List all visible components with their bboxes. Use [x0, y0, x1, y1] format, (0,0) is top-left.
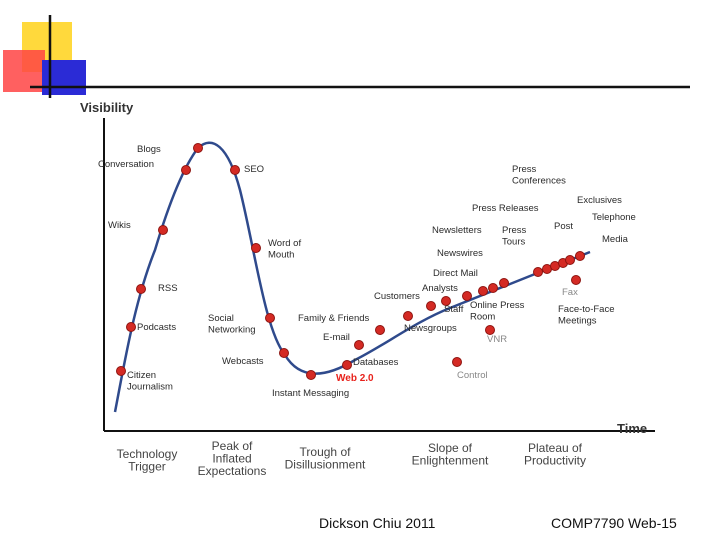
technology-dots [116, 143, 585, 380]
x-axis-label: Time [617, 421, 647, 436]
dot-telephone [565, 255, 575, 265]
phase-label-2: Peak of Inflated Expectations [198, 439, 267, 478]
label-press-tours: Press Tours [502, 225, 527, 248]
dot-social-networking [265, 313, 275, 323]
label-databases: Databases [353, 357, 399, 368]
label-press-conferences: Press Conferences [512, 164, 566, 187]
label-web20: Web 2.0 [336, 373, 374, 384]
dot-newsgroups [403, 311, 413, 321]
dot-webcasts [279, 348, 289, 358]
y-axis-label: Visibility [80, 100, 134, 115]
label-analysts: Analysts [422, 283, 458, 294]
dot-staff [441, 296, 451, 306]
red-square [3, 50, 45, 92]
label-word-of-mouth: Word of Mouth [268, 238, 301, 261]
label-newsgroups: Newsgroups [404, 323, 457, 334]
axes: Visibility Time [80, 100, 655, 436]
label-press-releases: Press Releases [472, 203, 539, 214]
label-webcasts: Webcasts [222, 356, 264, 367]
footer-author: Dickson Chiu 2011 [319, 515, 436, 531]
dot-word-of-mouth [251, 243, 261, 253]
dot-analysts [462, 291, 472, 301]
dot-databases [342, 360, 352, 370]
label-face-to-face: Face-to-Face Meetings [558, 304, 615, 327]
dot-seo [230, 165, 240, 175]
technology-labels: Blogs Conversation SEO Wikis Word of Mouth RSS… [98, 144, 636, 399]
dot-customers [426, 301, 436, 311]
label-instant-messaging: Instant Messaging [272, 388, 349, 399]
label-conversation: Conversation [98, 159, 154, 170]
label-fax: Fax [562, 287, 578, 298]
dot-family-friends [375, 325, 385, 335]
dot-conversation [181, 165, 191, 175]
phase-label-1: Technology Trigger [117, 447, 178, 474]
label-control: Control [457, 370, 488, 381]
label-wikis: Wikis [108, 220, 131, 231]
dot-blogs [193, 143, 203, 153]
phase-labels: Technology Trigger Peak of Inflated Expectat… [117, 439, 586, 478]
label-direct-mail: Direct Mail [433, 268, 478, 279]
label-exclusives: Exclusives [577, 195, 622, 206]
label-blogs: Blogs [137, 144, 161, 155]
dot-rss [136, 284, 146, 294]
dot-email [354, 340, 364, 350]
label-customers: Customers [374, 291, 420, 302]
label-podcasts: Podcasts [137, 322, 176, 333]
dot-newswires [499, 278, 509, 288]
footer-course: COMP7790 Web-15 [551, 515, 677, 531]
dot-media [575, 251, 585, 261]
title-decoration [3, 15, 690, 98]
label-post: Post [554, 221, 573, 232]
label-email: E-mail [323, 332, 350, 343]
dot-instant-messaging [306, 370, 316, 380]
label-vnr: VNR [487, 334, 507, 345]
label-online-press-room: Online Press Room [470, 300, 525, 323]
label-telephone: Telephone [592, 212, 636, 223]
phase-label-4: Slope of Enlightenment [412, 441, 489, 468]
dot-press-tours [533, 267, 543, 277]
label-seo: SEO [244, 164, 264, 175]
label-citizen-journalism: Citizen Journalism [127, 370, 173, 393]
dot-vnr [485, 325, 495, 335]
dot-direct-mail [488, 283, 498, 293]
label-rss: RSS [158, 283, 178, 294]
phase-label-5: Plateau of Productivity [524, 441, 586, 468]
label-social-networking: Social Networking [208, 313, 256, 336]
dot-wikis [158, 225, 168, 235]
dot-podcasts [126, 322, 136, 332]
dot-online-press-room [478, 286, 488, 296]
label-family-friends: Family & Friends [298, 313, 370, 324]
label-media: Media [602, 234, 629, 245]
label-staff: Staff [444, 304, 464, 315]
dot-fax [571, 275, 581, 285]
label-newswires: Newswires [437, 248, 483, 259]
dot-control [452, 357, 462, 367]
phase-label-3: Trough of Disillusionment [285, 445, 366, 472]
dot-citizen-journalism [116, 366, 126, 376]
label-newsletters: Newsletters [432, 225, 482, 236]
